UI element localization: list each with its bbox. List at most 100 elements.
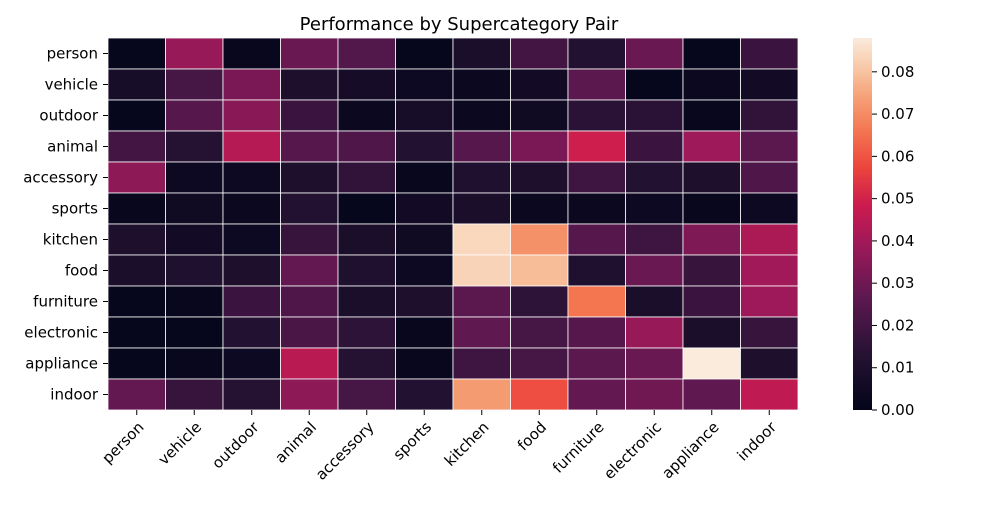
heatmap-cell-animal-electronic	[625, 130, 684, 163]
heatmap-cell-kitchen-food	[510, 223, 569, 256]
row-label-sports: sports	[52, 200, 99, 218]
heatmap-cell-indoor-indoor	[740, 378, 799, 411]
heatmap-cell-appliance-electronic	[625, 347, 684, 380]
heatmap-cell-animal-appliance	[682, 130, 741, 163]
heatmap-cell-vehicle-outdoor	[222, 68, 281, 101]
heatmap-cell-food-electronic	[625, 254, 684, 287]
colorbar-tick-label: 0.05	[881, 190, 914, 208]
heatmap-cell-outdoor-vehicle	[165, 99, 224, 132]
heatmap-cell-sports-vehicle	[165, 192, 224, 225]
row-label-accessory: accessory	[23, 169, 98, 187]
heatmap-cell-furniture-appliance	[682, 285, 741, 318]
heatmap-cell-indoor-person	[107, 378, 166, 411]
heatmap-cell-animal-person	[107, 130, 166, 163]
heatmap-cell-outdoor-kitchen	[452, 99, 511, 132]
colorbar-tick-label: 0.03	[881, 274, 914, 292]
column-label-person: person	[98, 418, 147, 467]
heatmap-cell-indoor-food	[510, 378, 569, 411]
heatmap-cell-food-animal	[280, 254, 339, 287]
heatmap-cell-food-indoor	[740, 254, 799, 287]
column-label-outdoor: outdoor	[208, 418, 263, 473]
colorbar-scale	[853, 38, 872, 410]
heatmap-cell-furniture-sports	[395, 285, 454, 318]
heatmap-cell-sports-electronic	[625, 192, 684, 225]
heatmap-cell-person-food	[510, 37, 569, 70]
heatmap-cell-accessory-furniture	[567, 161, 626, 194]
heatmap-cell-sports-sports	[395, 192, 454, 225]
heatmap-cell-outdoor-sports	[395, 99, 454, 132]
heatmap-cell-animal-sports	[395, 130, 454, 163]
heatmap-cell-vehicle-sports	[395, 68, 454, 101]
heatmap-cell-animal-furniture	[567, 130, 626, 163]
heatmap-cell-kitchen-sports	[395, 223, 454, 256]
heatmap-cell-animal-vehicle	[165, 130, 224, 163]
heatmap-cell-outdoor-indoor	[740, 99, 799, 132]
heatmap-cell-appliance-animal	[280, 347, 339, 380]
heatmap-cell-electronic-person	[107, 316, 166, 349]
colorbar-tick-label: 0.07	[881, 105, 914, 123]
heatmap-cell-accessory-person	[107, 161, 166, 194]
heatmap-cell-vehicle-furniture	[567, 68, 626, 101]
heatmap-cell-animal-outdoor	[222, 130, 281, 163]
heatmap-cell-person-furniture	[567, 37, 626, 70]
heatmap-cell-kitchen-electronic	[625, 223, 684, 256]
heatmap-cell-sports-outdoor	[222, 192, 281, 225]
heatmap-cell-outdoor-animal	[280, 99, 339, 132]
heatmap-cell-person-animal	[280, 37, 339, 70]
colorbar-tick-label: 0.08	[881, 63, 914, 81]
heatmap-cell-vehicle-kitchen	[452, 68, 511, 101]
heatmap-cell-indoor-kitchen	[452, 378, 511, 411]
heatmap-cell-animal-indoor	[740, 130, 799, 163]
heatmap-cell-vehicle-vehicle	[165, 68, 224, 101]
heatmap-cell-food-outdoor	[222, 254, 281, 287]
row-label-animal: animal	[47, 138, 98, 156]
heatmap-cell-food-appliance	[682, 254, 741, 287]
row-label-kitchen: kitchen	[43, 231, 98, 249]
row-label-person: person	[47, 45, 98, 63]
heatmap-cell-furniture-electronic	[625, 285, 684, 318]
heatmap-cell-outdoor-outdoor	[222, 99, 281, 132]
heatmap-cell-vehicle-indoor	[740, 68, 799, 101]
heatmap-cell-person-kitchen	[452, 37, 511, 70]
heatmap-cell-animal-kitchen	[452, 130, 511, 163]
heatmap-cell-indoor-accessory	[337, 378, 396, 411]
heatmap-cell-appliance-person	[107, 347, 166, 380]
row-label-electronic: electronic	[24, 324, 98, 342]
heatmap-cell-kitchen-vehicle	[165, 223, 224, 256]
heatmap-cell-outdoor-appliance	[682, 99, 741, 132]
heatmap-cell-person-electronic	[625, 37, 684, 70]
column-label-food: food	[514, 418, 550, 454]
heatmap-cell-furniture-indoor	[740, 285, 799, 318]
heatmap-cell-food-vehicle	[165, 254, 224, 287]
heatmap-cells	[107, 37, 799, 411]
heatmap-cell-appliance-indoor	[740, 347, 799, 380]
heatmap-cell-appliance-vehicle	[165, 347, 224, 380]
row-label-appliance: appliance	[25, 355, 98, 373]
heatmap-cell-indoor-electronic	[625, 378, 684, 411]
colorbar-tick-label: 0.00	[881, 401, 914, 419]
column-label-electronic: electronic	[600, 418, 665, 483]
heatmap-cell-food-sports	[395, 254, 454, 287]
heatmap-cell-sports-accessory	[337, 192, 396, 225]
heatmap-cell-kitchen-person	[107, 223, 166, 256]
heatmap-cell-sports-indoor	[740, 192, 799, 225]
heatmap-cell-person-outdoor	[222, 37, 281, 70]
heatmap-cell-furniture-vehicle	[165, 285, 224, 318]
row-label-outdoor: outdoor	[39, 107, 98, 125]
heatmap-cell-kitchen-accessory	[337, 223, 396, 256]
heatmap-cell-accessory-outdoor	[222, 161, 281, 194]
heatmap-cell-appliance-appliance	[682, 347, 741, 380]
colorbar-tick-label: 0.06	[881, 147, 914, 165]
heatmap-cell-electronic-kitchen	[452, 316, 511, 349]
column-label-vehicle: vehicle	[155, 418, 206, 469]
heatmap-cell-furniture-accessory	[337, 285, 396, 318]
heatmap-cell-food-food	[510, 254, 569, 287]
heatmap-cell-appliance-sports	[395, 347, 454, 380]
heatmap-cell-electronic-indoor	[740, 316, 799, 349]
heatmap-cell-accessory-animal	[280, 161, 339, 194]
row-labels: person vehicle outdoor animal accessory sport…	[23, 45, 108, 404]
heatmap-cell-electronic-animal	[280, 316, 339, 349]
heatmap-cell-outdoor-electronic	[625, 99, 684, 132]
heatmap-cell-indoor-appliance	[682, 378, 741, 411]
